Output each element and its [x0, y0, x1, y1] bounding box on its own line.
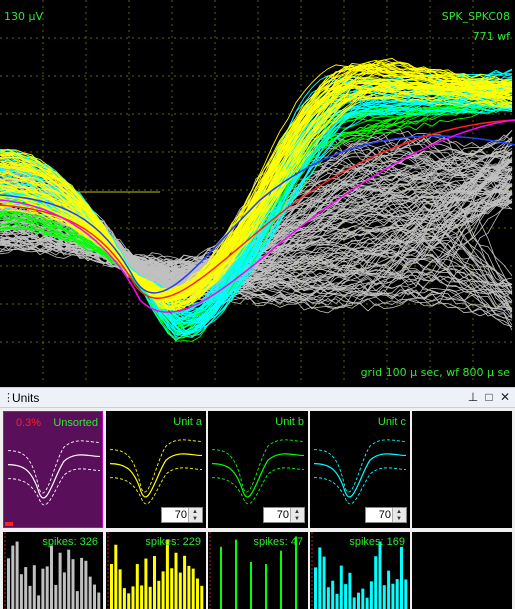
unsorted-template-waveform [7, 440, 101, 506]
spinner-arrows[interactable]: ▲ ▼ [188, 508, 202, 522]
spinner-arrows[interactable]: ▲ ▼ [290, 508, 304, 522]
unit-a-threshold-spinner[interactable]: 70 ▲ ▼ [161, 507, 203, 523]
unit-c-threshold-spinner[interactable]: 70 ▲ ▼ [365, 507, 407, 523]
unit-a-spike-histogram[interactable]: spikes: 229 [106, 532, 206, 609]
spinner-arrows[interactable]: ▲ ▼ [392, 508, 406, 522]
mean-trace-blue [0, 135, 515, 294]
unit-c-histogram-bars [311, 532, 408, 609]
grid-scale-label: grid 100 μ sec, wf 800 μ se [360, 366, 510, 379]
unit-c-spike-count: spikes: 169 [349, 536, 405, 548]
units-area: 0.3% Unsorted Unit a 70 ▲ ▼ Unit b 70 ▲ ▼ … [0, 408, 515, 609]
unit-template-a[interactable]: Unit a 70 ▲ ▼ [106, 411, 206, 528]
unit-b-threshold-spinner[interactable]: 70 ▲ ▼ [263, 507, 305, 523]
mean-trace-red [0, 119, 515, 299]
unit-a-spike-count: spikes: 229 [145, 536, 201, 548]
waveform-count: 771 wf [472, 30, 510, 43]
unit-b-histogram-bars [209, 532, 297, 609]
channel-name: SPK_SPKC08 [441, 10, 510, 23]
unsorted-percent: 0.3% [16, 417, 42, 429]
empty-histogram-slot [412, 532, 512, 609]
unit-template-unsorted[interactable]: 0.3% Unsorted [3, 411, 103, 528]
unit-b-label: Unit b [275, 416, 304, 428]
empty-template-slot [412, 411, 512, 528]
waveform-display[interactable]: 130 μV SPK_SPKC08 771 wf grid 100 μ sec,… [0, 0, 515, 383]
unsorted-label: Unsorted [53, 417, 98, 429]
unit-a-template-waveform [109, 439, 203, 505]
unit-c-threshold-value: 70 [378, 509, 391, 521]
unit-b-threshold-value: 70 [276, 509, 289, 521]
pin-icon[interactable]: ⊥ [467, 390, 479, 404]
units-panel-header: ⋮ Units ⊥ □ ✕ [0, 387, 515, 408]
restore-icon[interactable]: □ [485, 390, 493, 404]
unit-c-template-waveform [313, 439, 407, 505]
unit-b-spike-histogram[interactable]: spikes: 47 [208, 532, 308, 609]
close-icon[interactable]: ✕ [499, 390, 511, 404]
unit-b-spike-count: spikes: 47 [253, 536, 303, 548]
unit-a-histogram-bars [107, 532, 204, 609]
unit-c-spike-histogram[interactable]: spikes: 169 [310, 532, 410, 609]
unit-a-threshold-value: 70 [174, 509, 187, 521]
unit-b-template-waveform [211, 439, 305, 505]
unsorted-spike-histogram[interactable]: spikes: 326 [3, 532, 103, 609]
unsorted-indicator [5, 522, 13, 526]
waveform-traces [0, 57, 513, 342]
waveform-plot [0, 0, 515, 383]
unit-a-label: Unit a [173, 416, 202, 428]
unit-template-b[interactable]: Unit b 70 ▲ ▼ [208, 411, 308, 528]
drag-grip-icon[interactable]: ⋮ [3, 392, 14, 404]
unsorted-spike-count: spikes: 326 [42, 536, 98, 548]
unsorted-histogram-bars [4, 532, 101, 609]
amplitude-scale-label: 130 μV [4, 10, 44, 23]
units-panel-title: Units [12, 391, 40, 405]
unit-c-label: Unit c [377, 416, 406, 428]
unit-template-c[interactable]: Unit c 70 ▲ ▼ [310, 411, 410, 528]
mean-trace-magenta [0, 119, 515, 313]
